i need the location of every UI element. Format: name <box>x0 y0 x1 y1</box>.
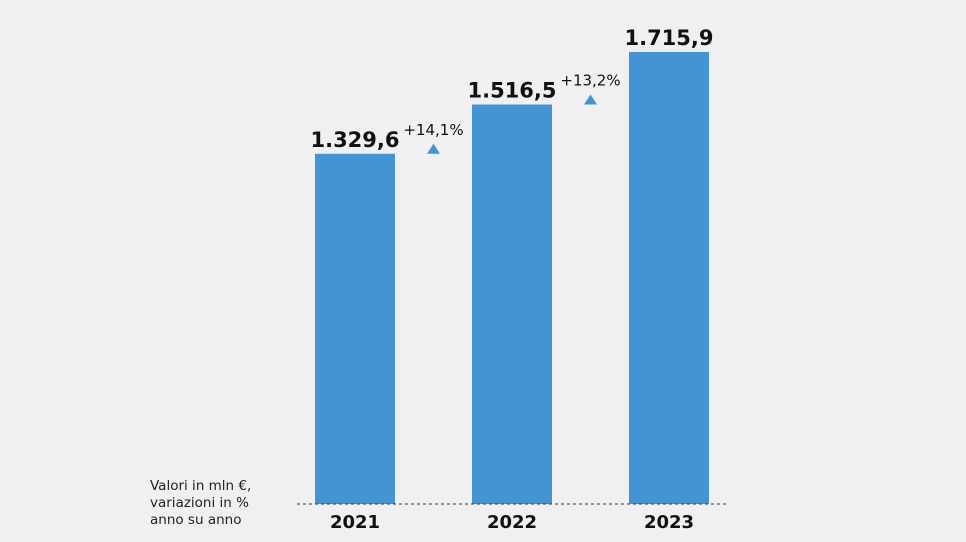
category-label-2021: 2021 <box>330 512 380 533</box>
category-label-2022: 2022 <box>487 512 537 533</box>
up-arrow-icon <box>584 94 597 105</box>
change-label-2: +13,2% <box>560 72 620 90</box>
changes-layer: +14,1% +13,2% <box>403 72 621 154</box>
value-label-2021: 1.329,6 <box>310 128 399 152</box>
bar-2021 <box>315 153 395 504</box>
units-note-line: anno su anno <box>150 512 242 528</box>
bars-layer <box>315 52 709 505</box>
category-label-2023: 2023 <box>644 512 694 533</box>
value-label-2022: 1.516,5 <box>467 79 556 103</box>
bar-2023 <box>629 52 709 504</box>
units-note: Valori in mln €, variazioni in % anno su… <box>150 478 300 529</box>
units-note-line: variazioni in % <box>150 495 249 511</box>
up-arrow-icon <box>427 143 440 154</box>
value-label-2023: 1.715,9 <box>624 26 713 50</box>
bar-2022 <box>472 104 552 505</box>
labels-layer: 1.329,6 2021 1.516,5 2022 1.715,9 2023 <box>310 26 713 533</box>
units-note-line: Valori in mln €, <box>150 478 252 494</box>
change-label-1: +14,1% <box>403 121 463 139</box>
